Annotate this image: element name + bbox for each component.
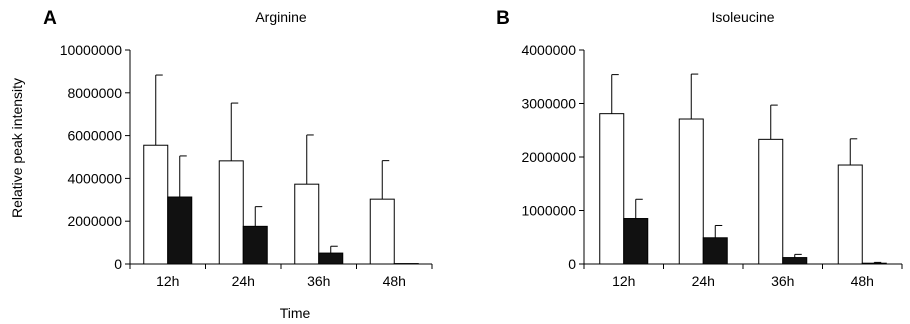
chart-title-b: Isoleucine bbox=[711, 9, 774, 25]
bar-a-open bbox=[294, 183, 320, 265]
y-tick-label-a: 0 bbox=[114, 256, 122, 272]
bar-b-open bbox=[599, 113, 625, 265]
y-tick-label-a: 6000000 bbox=[67, 128, 122, 144]
x-axis-title: Time bbox=[280, 305, 311, 321]
bar-a-open bbox=[218, 160, 244, 265]
x-tick-label-a: 48h bbox=[383, 273, 406, 289]
bar-a-open bbox=[143, 144, 169, 265]
bar-a-filled bbox=[242, 225, 268, 265]
chart-panel-a: A Arginine 0 2000000 4000000 6000000 8000000 10… bbox=[43, 8, 433, 289]
y-tick-label-a: 10000000 bbox=[60, 42, 123, 58]
y-tick-label-a: 8000000 bbox=[67, 85, 122, 101]
y-tick-label-b: 3000000 bbox=[521, 96, 576, 112]
bar-a-filled bbox=[318, 252, 344, 265]
y-tick-label-b: 4000000 bbox=[521, 42, 576, 58]
bar-a-filled bbox=[167, 196, 193, 265]
y-tick-label-b: 1000000 bbox=[521, 203, 576, 219]
x-tick-label-b: 24h bbox=[692, 273, 715, 289]
y-axis-title: Relative peak intensity bbox=[9, 78, 25, 218]
x-tick-label-a: 24h bbox=[232, 273, 255, 289]
x-tick-label-b: 36h bbox=[771, 273, 794, 289]
chart-title-a: Arginine bbox=[255, 9, 307, 25]
x-tick-label-b: 48h bbox=[851, 273, 874, 289]
bar-b-open bbox=[678, 118, 704, 265]
bar-b-filled bbox=[702, 237, 728, 265]
panel-letter-b: B bbox=[496, 8, 510, 29]
bar-b-open bbox=[758, 138, 784, 265]
y-tick-label-b: 2000000 bbox=[521, 149, 576, 165]
bar-b-filled bbox=[623, 218, 649, 265]
x-tick-label-a: 36h bbox=[307, 273, 330, 289]
bar-b-open bbox=[837, 164, 863, 265]
bar-b-filled bbox=[782, 257, 808, 265]
y-tick-label-b: 0 bbox=[568, 256, 576, 272]
panel-letter-a: A bbox=[43, 8, 57, 29]
x-tick-label-b: 12h bbox=[612, 273, 635, 289]
y-tick-label-a: 2000000 bbox=[67, 213, 122, 229]
y-tick-label-a: 4000000 bbox=[67, 170, 122, 186]
bar-a-open bbox=[369, 198, 395, 265]
chart-panel-b: B Isoleucine 0 1000000 2000000 3000000 4000000… bbox=[496, 8, 903, 289]
bar-b-filled bbox=[861, 262, 887, 265]
x-tick-label-a: 12h bbox=[156, 273, 179, 289]
